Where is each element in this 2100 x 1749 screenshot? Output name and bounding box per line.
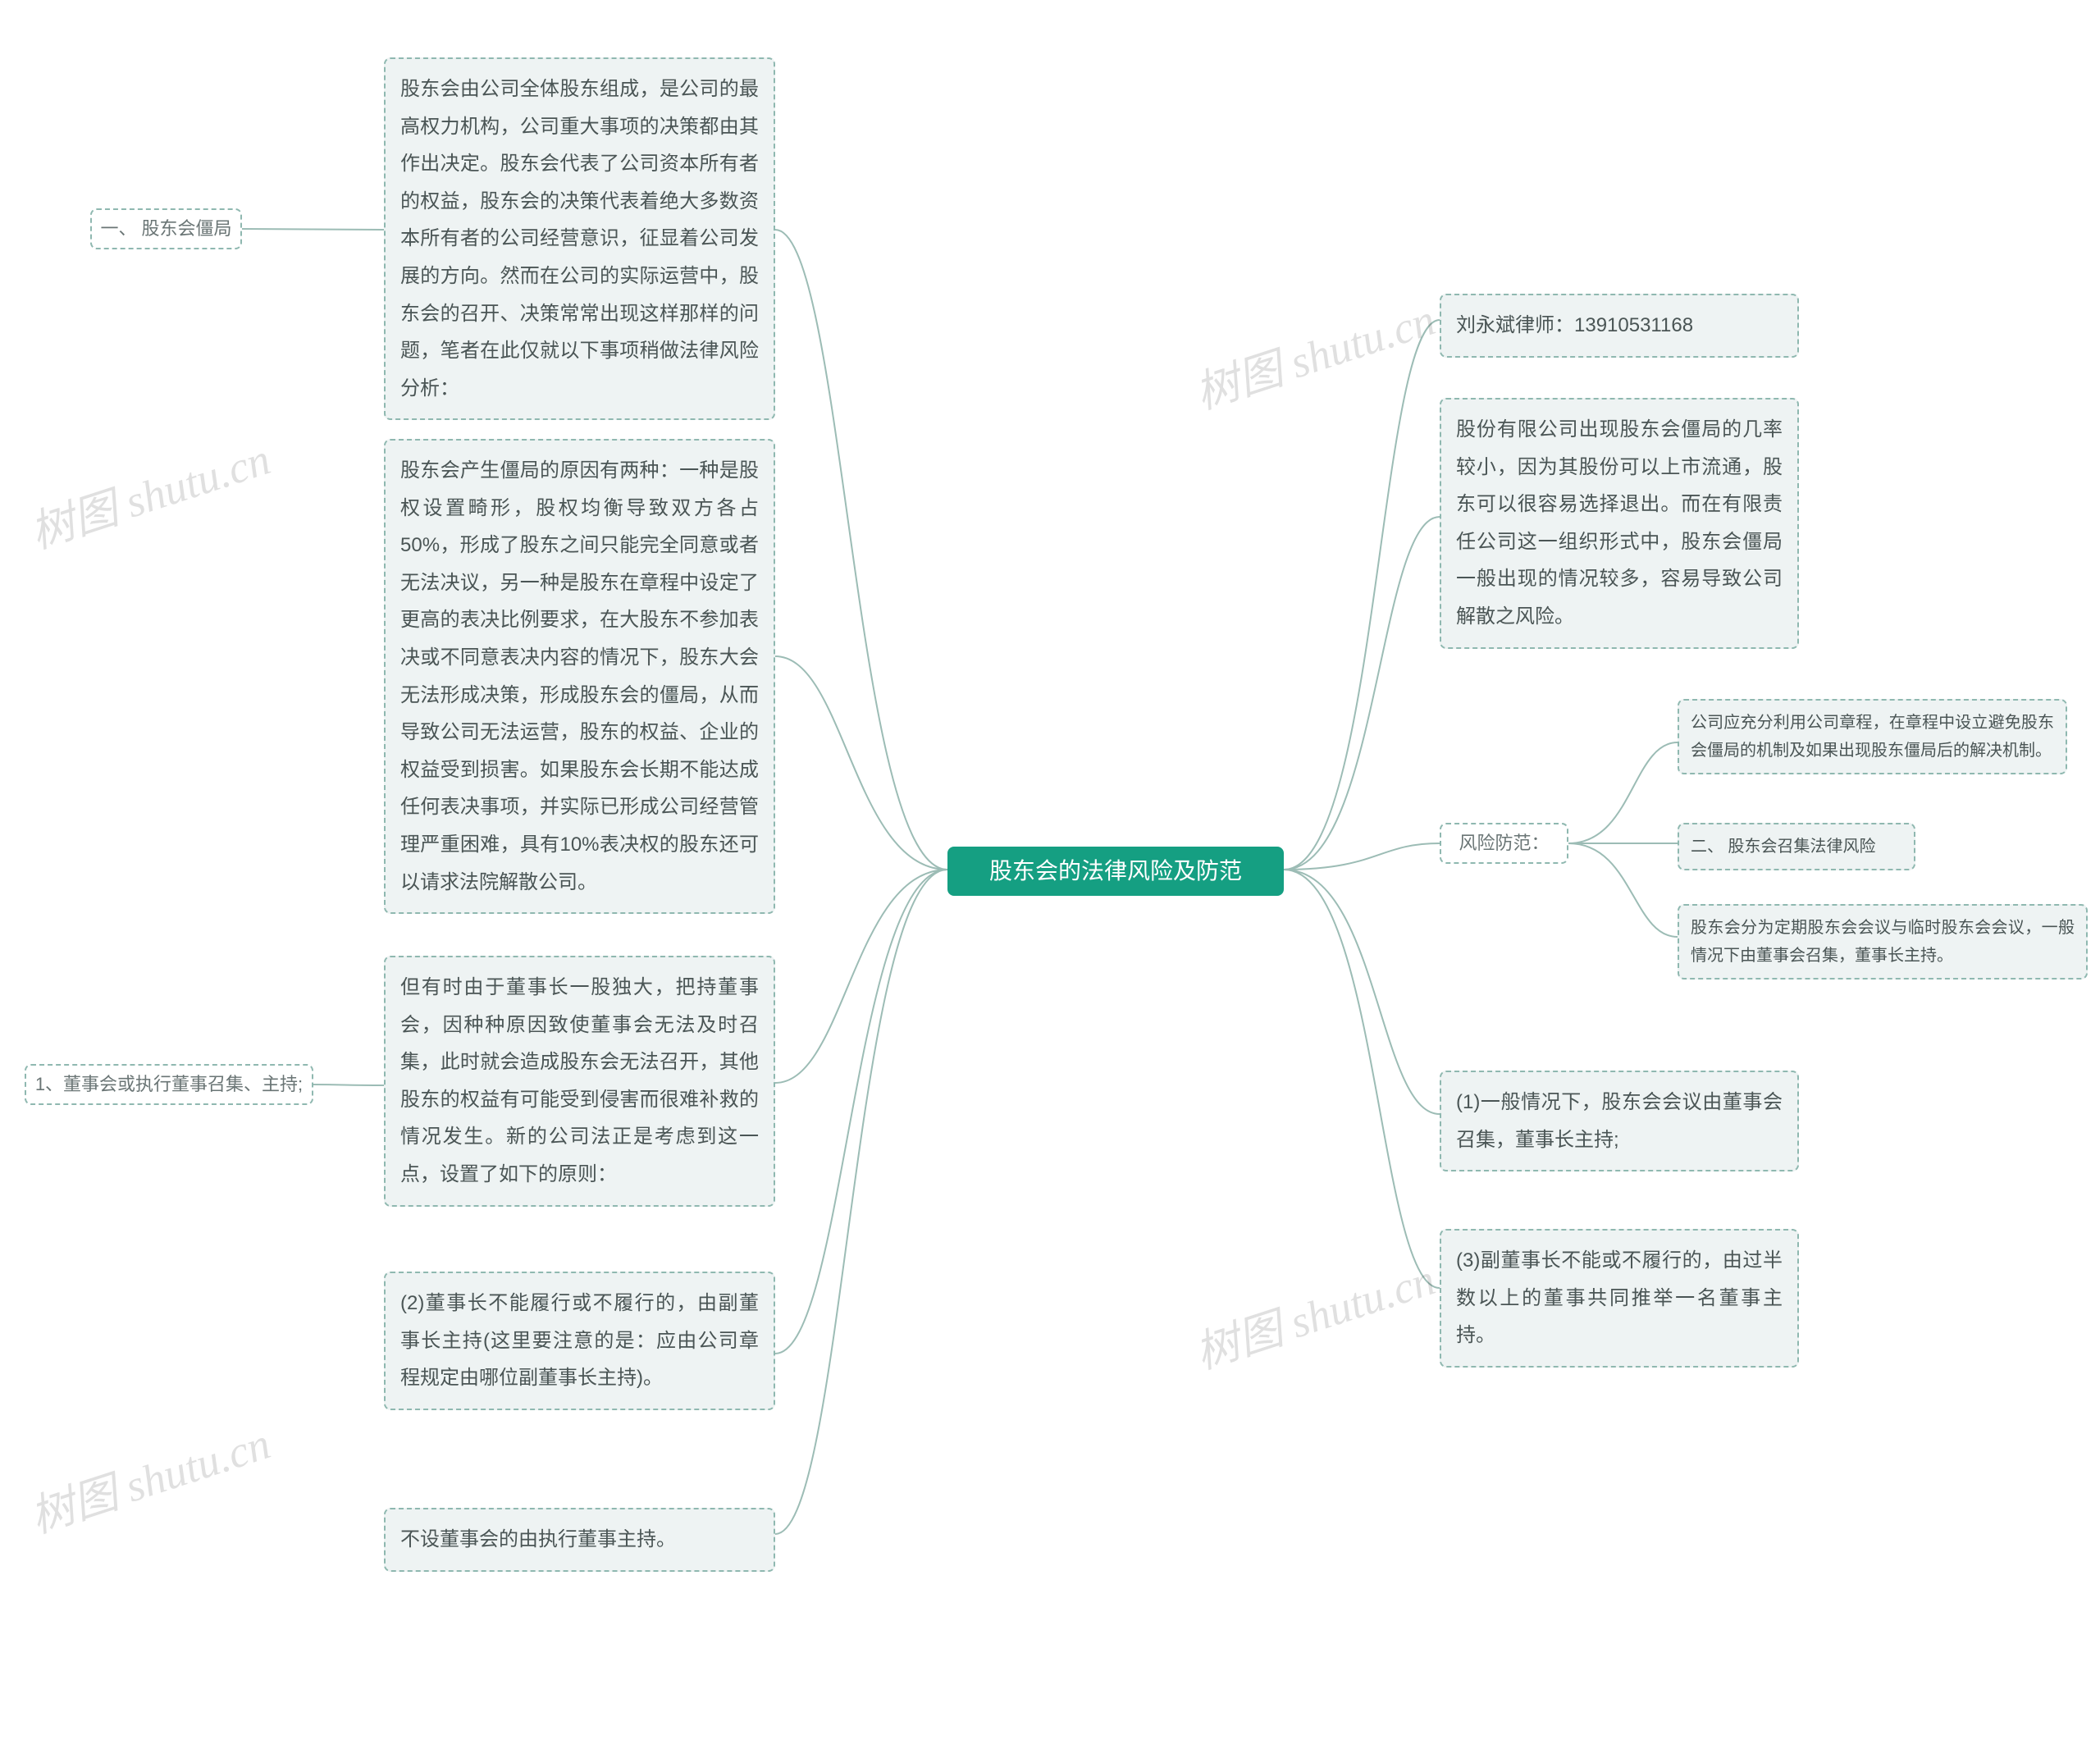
- watermark: 树图 shutu.cn: [21, 422, 277, 561]
- left-node-4[interactable]: (2)董事长不能履行或不履行的，由副董事长主持(这里要注意的是：应由公司章程规定…: [384, 1272, 775, 1410]
- right-node-3b-text: 二、 股东会召集法律风险: [1691, 833, 1876, 861]
- left-node-2-text: 股东会产生僵局的原因有两种：一种是股权设置畸形，股权均衡导致双方各占50%，形成…: [400, 452, 759, 901]
- left-node-1[interactable]: 股东会由公司全体股东组成，是公司的最高权力机构，公司重大事项的决策都由其作出决定…: [384, 57, 775, 420]
- left-node-5[interactable]: 不设董事会的由执行董事主持。: [384, 1508, 775, 1572]
- right-node-2-text: 股份有限公司出现股东会僵局的几率较小，因为其股份可以上市流通，股东可以很容易选择…: [1456, 411, 1783, 636]
- right-label-3-text: 风险防范：: [1459, 826, 1549, 861]
- watermark: 树图 shutu.cn: [1185, 1243, 1442, 1381]
- left-node-3-text: 但有时由于董事长一股独大，把持董事会，因种种原因致使董事会无法及时召集，此时就会…: [400, 969, 759, 1194]
- right-node-3b[interactable]: 二、 股东会召集法律风险: [1678, 823, 1915, 870]
- right-node-4[interactable]: (1)一般情况下，股东会会议由董事会召集，董事长主持;: [1440, 1071, 1799, 1171]
- watermark: 树图 shutu.cn: [1185, 283, 1442, 422]
- right-node-1-text: 刘永斌律师：13910531168: [1456, 307, 1693, 345]
- left-label-1-text: 一、 股东会僵局: [100, 212, 231, 246]
- watermark: 树图 shutu.cn: [21, 1407, 277, 1546]
- right-node-4-text: (1)一般情况下，股东会会议由董事会召集，董事长主持;: [1456, 1084, 1783, 1158]
- right-node-5[interactable]: (3)副董事长不能或不履行的，由过半数以上的董事共同推举一名董事主持。: [1440, 1229, 1799, 1368]
- left-node-5-text: 不设董事会的由执行董事主持。: [400, 1521, 676, 1559]
- left-node-1-text: 股东会由公司全体股东组成，是公司的最高权力机构，公司重大事项的决策都由其作出决定…: [400, 71, 759, 407]
- right-label-3[interactable]: 风险防范：: [1440, 823, 1568, 864]
- root-node[interactable]: 股东会的法律风险及防范: [947, 847, 1284, 896]
- left-node-3[interactable]: 但有时由于董事长一股独大，把持董事会，因种种原因致使董事会无法及时召集，此时就会…: [384, 956, 775, 1207]
- left-label-1[interactable]: 一、 股东会僵局: [90, 208, 242, 249]
- right-node-3c-text: 股东会分为定期股东会会议与临时股东会会议，一般情况下由董事会召集，董事长主持。: [1691, 914, 2075, 970]
- right-node-2[interactable]: 股份有限公司出现股东会僵局的几率较小，因为其股份可以上市流通，股东可以很容易选择…: [1440, 398, 1799, 649]
- left-node-2[interactable]: 股东会产生僵局的原因有两种：一种是股权设置畸形，股权均衡导致双方各占50%，形成…: [384, 439, 775, 914]
- right-node-5-text: (3)副董事长不能或不履行的，由过半数以上的董事共同推举一名董事主持。: [1456, 1242, 1783, 1354]
- right-node-3c[interactable]: 股东会分为定期股东会会议与临时股东会会议，一般情况下由董事会召集，董事长主持。: [1678, 904, 2088, 980]
- left-label-2-text: 1、董事会或执行董事召集、主持;: [35, 1067, 303, 1102]
- left-node-4-text: (2)董事长不能履行或不履行的，由副董事长主持(这里要注意的是：应由公司章程规定…: [400, 1285, 759, 1397]
- right-node-3a-text: 公司应充分利用公司章程，在章程中设立避免股东会僵局的机制及如果出现股东僵局后的解…: [1691, 709, 2054, 765]
- left-label-2[interactable]: 1、董事会或执行董事召集、主持;: [25, 1064, 313, 1105]
- root-text: 股东会的法律风险及防范: [989, 849, 1242, 893]
- right-node-1[interactable]: 刘永斌律师：13910531168: [1440, 294, 1799, 358]
- right-node-3a[interactable]: 公司应充分利用公司章程，在章程中设立避免股东会僵局的机制及如果出现股东僵局后的解…: [1678, 699, 2067, 774]
